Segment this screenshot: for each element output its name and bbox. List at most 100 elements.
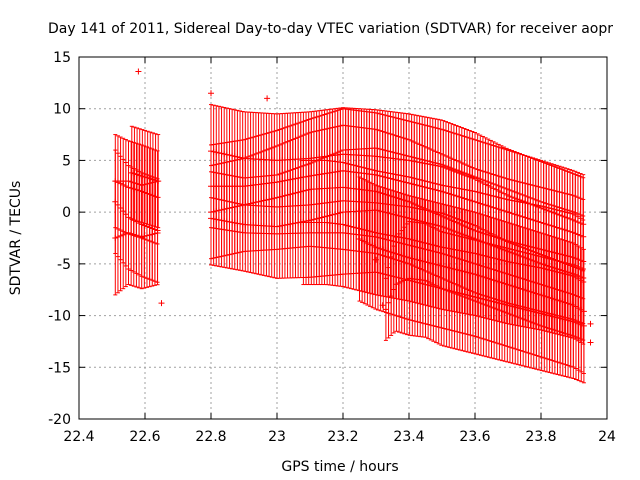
data-point	[213, 149, 220, 156]
data-point	[295, 189, 302, 196]
data-point	[530, 217, 537, 224]
data-point	[545, 248, 552, 255]
data-point	[519, 213, 526, 220]
data-point	[528, 288, 535, 295]
data-point	[382, 174, 389, 181]
data-point	[501, 280, 508, 287]
data-point	[221, 151, 228, 158]
data-point	[398, 213, 405, 220]
data-point	[128, 185, 135, 192]
data-point	[422, 258, 429, 265]
data-point	[152, 177, 159, 184]
data-point	[390, 193, 397, 200]
data-point	[340, 221, 346, 228]
data-point	[548, 267, 555, 274]
data-point	[318, 214, 325, 221]
data-point	[472, 198, 478, 205]
data-point	[342, 222, 349, 229]
data-point	[404, 276, 411, 283]
data-point	[451, 266, 458, 273]
data-point	[517, 285, 524, 292]
data-point	[540, 265, 547, 272]
x-tick-label: 23.6	[459, 429, 490, 445]
data-point	[210, 148, 217, 155]
data-point	[551, 209, 558, 216]
data-point	[551, 249, 558, 256]
data-point	[474, 251, 481, 258]
data-point	[535, 218, 542, 225]
data-point	[442, 189, 449, 196]
data-point	[237, 154, 244, 161]
data-point	[451, 288, 458, 295]
data-point	[538, 246, 544, 253]
data-point	[440, 263, 447, 270]
data-point	[448, 191, 455, 198]
outlier-point	[379, 302, 386, 309]
y-tick-label: 0	[62, 205, 71, 221]
data-point	[450, 168, 457, 175]
data-point	[396, 279, 403, 286]
data-point	[416, 203, 423, 210]
data-point	[427, 241, 434, 248]
data-point	[392, 212, 399, 219]
data-point	[438, 262, 445, 269]
data-point	[482, 253, 489, 260]
data-point	[556, 211, 563, 218]
ticks: 22.4 22.6 22.8 23 23.2 23.4 23.6 23.8 24 15 10 5 0 -5…	[48, 50, 616, 445]
data-point	[472, 176, 478, 183]
data-point	[408, 216, 415, 223]
y-tick-label: -15	[48, 360, 71, 376]
data-point	[574, 219, 581, 226]
data-point	[525, 287, 532, 294]
data-point	[149, 192, 156, 199]
data-point	[485, 231, 492, 238]
data-point	[464, 173, 471, 180]
data-point	[477, 295, 484, 302]
data-point	[446, 287, 453, 294]
data-point	[516, 241, 523, 248]
data-point	[464, 233, 471, 240]
data-point	[564, 214, 571, 221]
data-point	[130, 185, 137, 192]
data-point	[421, 205, 428, 212]
data-point	[424, 206, 431, 213]
data-point	[376, 208, 383, 215]
data-point	[149, 225, 156, 232]
data-point	[427, 185, 434, 192]
data-point	[234, 153, 241, 160]
data-point	[321, 213, 328, 220]
data-point	[411, 201, 418, 208]
data-point	[470, 293, 477, 300]
data-point	[498, 245, 505, 252]
data-point	[501, 257, 508, 264]
data-point	[488, 298, 495, 305]
data-point	[411, 256, 418, 263]
data-point	[398, 278, 405, 285]
data-point	[114, 179, 121, 186]
data-point	[498, 189, 505, 196]
outlier-point	[587, 320, 594, 327]
data-point	[419, 218, 426, 225]
data-point	[459, 268, 466, 275]
data-point	[464, 269, 471, 276]
data-point	[485, 240, 492, 247]
outlier-point	[264, 95, 271, 102]
data-point	[155, 178, 162, 185]
data-point	[530, 289, 537, 296]
data-point	[416, 182, 423, 189]
data-point	[363, 227, 370, 234]
data-point	[530, 244, 537, 251]
data-point	[498, 207, 505, 214]
data-point	[287, 191, 294, 198]
data-point	[551, 313, 558, 320]
data-point	[553, 224, 560, 231]
data-point	[404, 254, 411, 261]
data-point	[427, 208, 434, 215]
data-point	[493, 255, 500, 262]
data-point	[406, 215, 412, 222]
data-point	[149, 231, 156, 238]
data-point	[538, 264, 544, 271]
data-point	[482, 240, 489, 247]
data-point	[503, 237, 510, 244]
data-point	[112, 178, 119, 185]
